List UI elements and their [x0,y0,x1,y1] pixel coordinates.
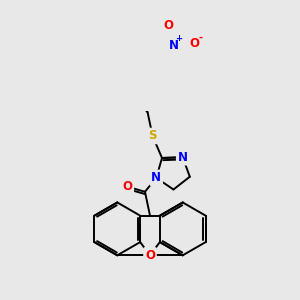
Text: O: O [189,37,199,50]
Text: N: N [151,171,161,184]
Text: -: - [198,33,202,43]
Text: N: N [169,39,179,52]
Text: S: S [148,130,157,142]
Text: O: O [122,180,132,193]
Text: O: O [145,249,155,262]
Text: N: N [178,151,188,164]
Text: +: + [176,34,182,43]
Text: O: O [164,19,174,32]
